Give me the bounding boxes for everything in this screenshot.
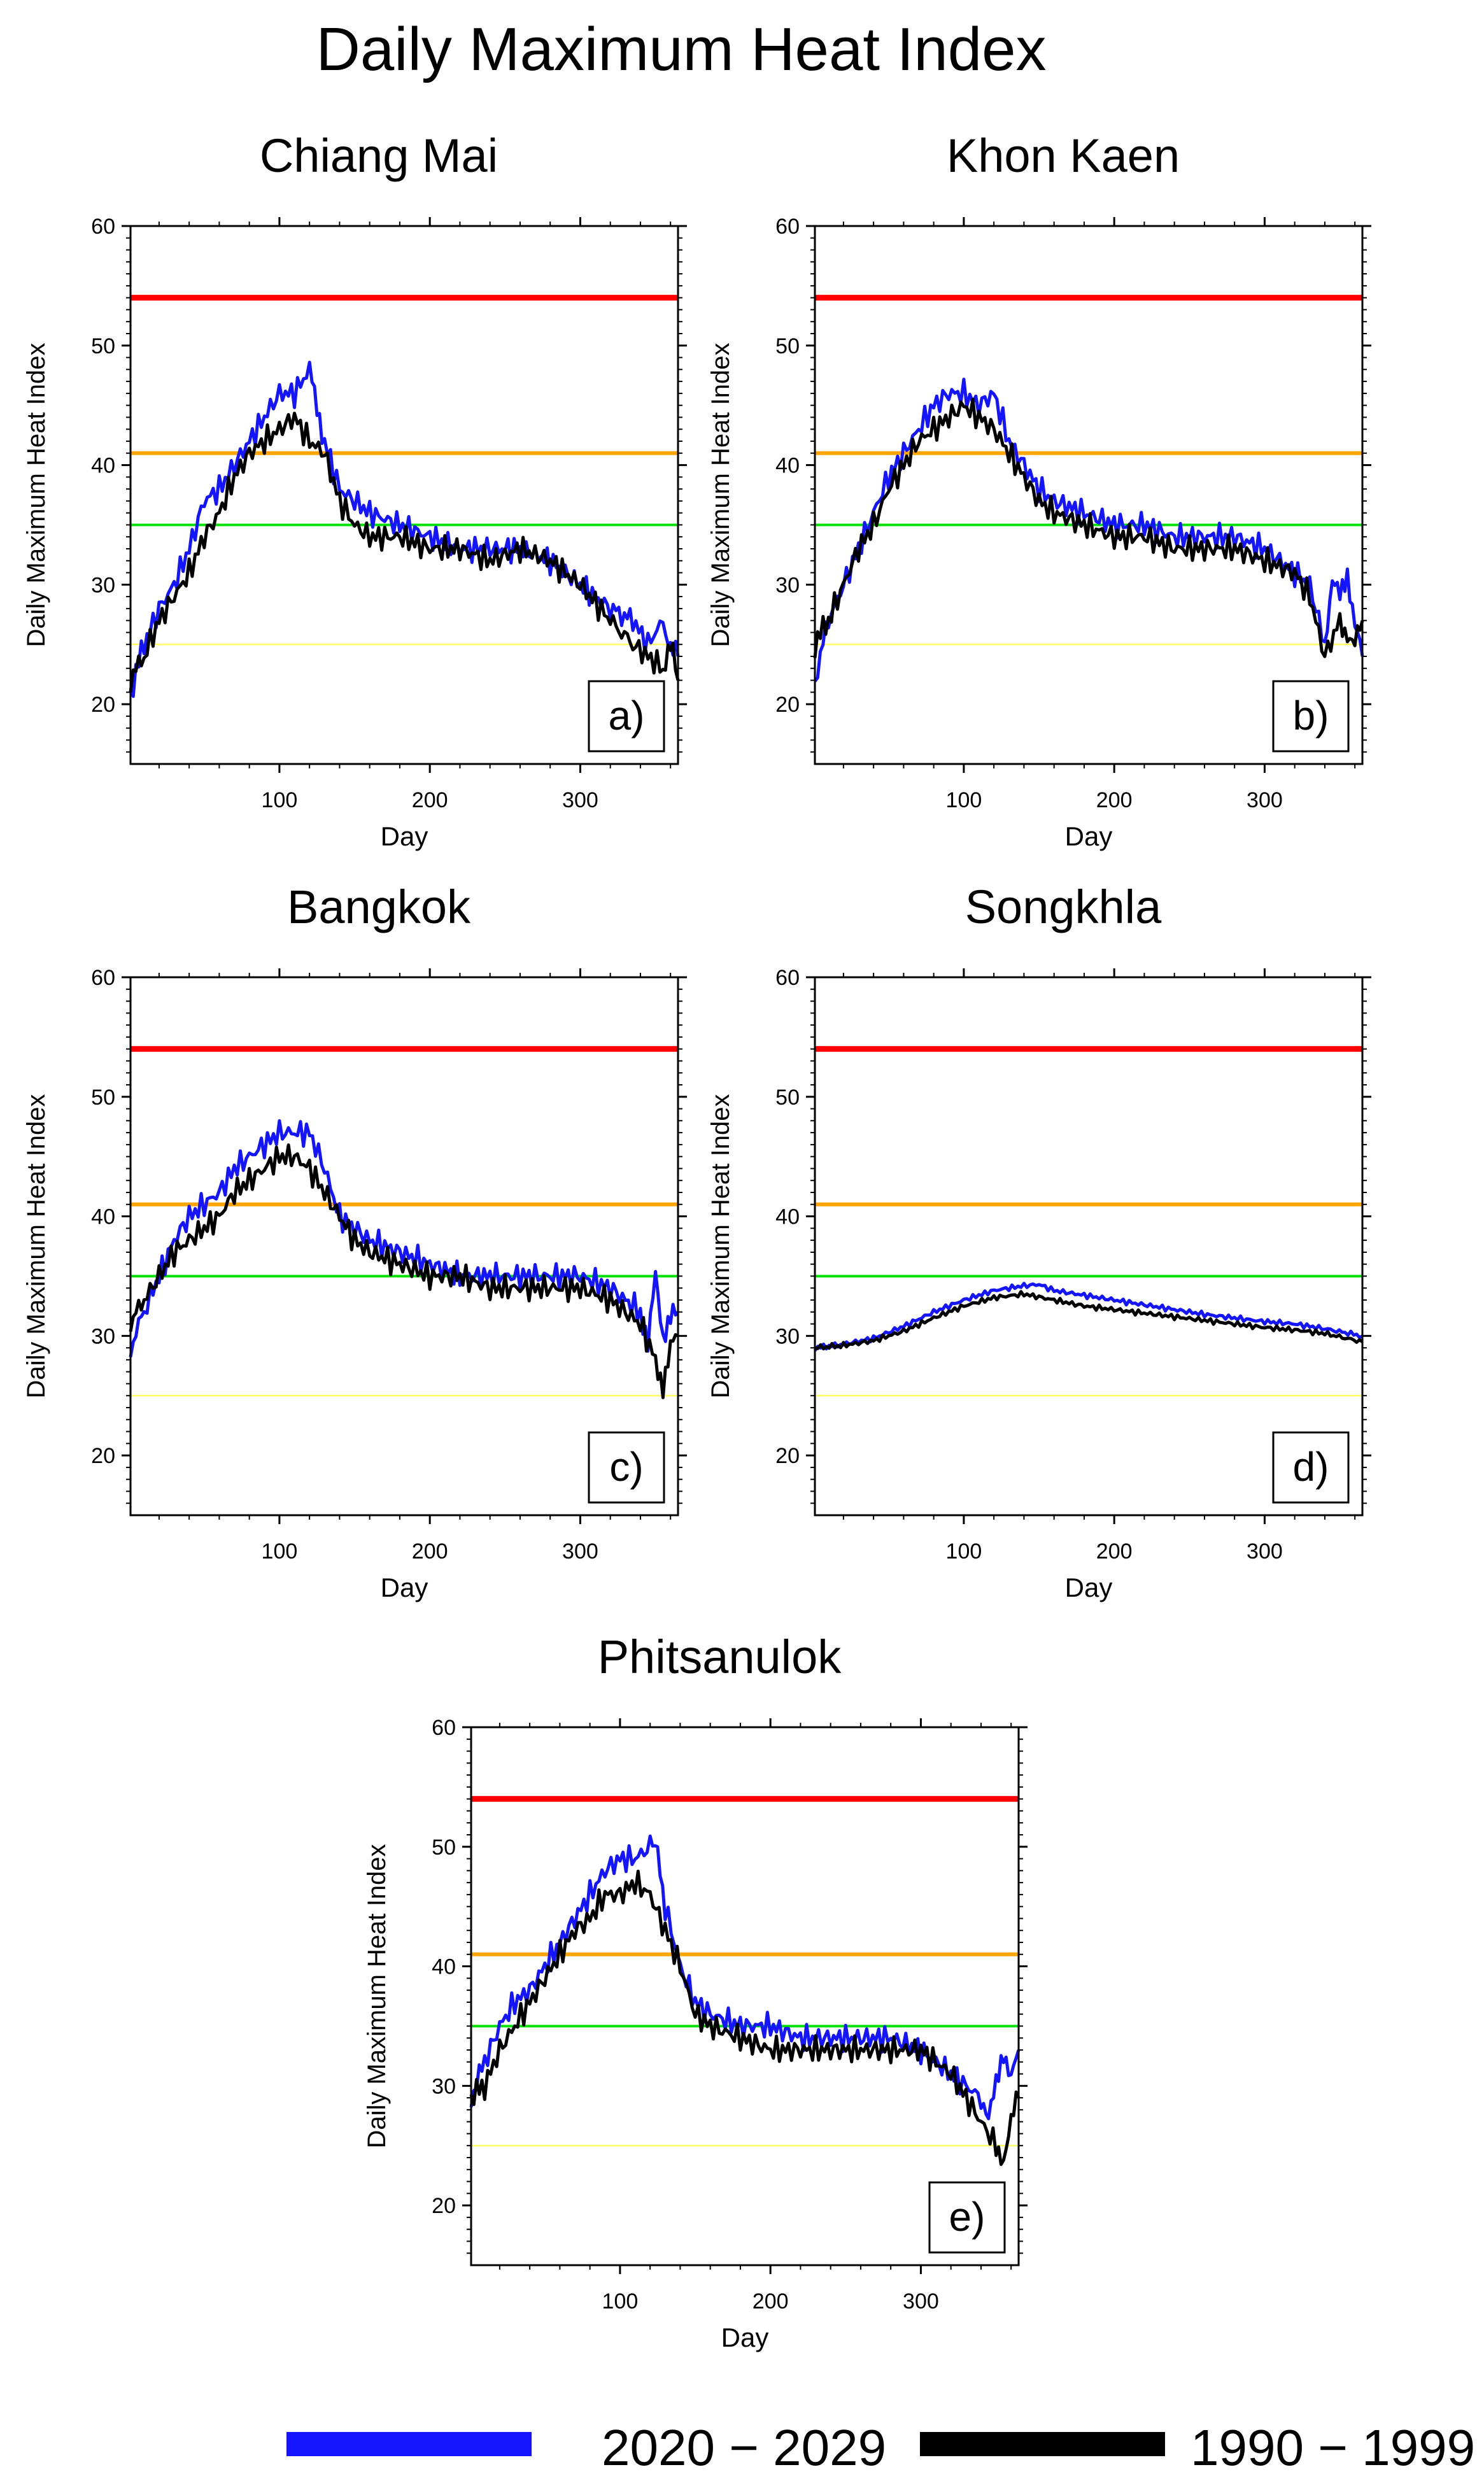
y-tick-label: 20 (775, 693, 800, 717)
y-tick-label: 50 (775, 334, 800, 358)
figure-title: Daily Maximum Heat Index (316, 15, 1047, 83)
panel-label: e) (949, 2194, 986, 2240)
x-tick-label: 100 (946, 1539, 982, 1564)
legend-swatch-2020-2029 (286, 2432, 532, 2456)
legend-label-1990-1999: 1990 − 1999 (1191, 2419, 1476, 2476)
panel-label: c) (609, 1444, 643, 1490)
y-axis-label: Daily Maximum Heat Index (707, 1094, 735, 1399)
y-tick-label: 60 (91, 966, 115, 990)
panel-label-box (588, 680, 665, 753)
y-axis-label: Daily Maximum Heat Index (707, 343, 735, 647)
x-tick-label: 300 (562, 788, 598, 812)
x-tick-label: 200 (753, 2289, 789, 2314)
series-line-1990-1999 (469, 1869, 1021, 2166)
y-tick-label: 50 (91, 1085, 115, 1110)
y-tick-label: 30 (432, 2074, 456, 2098)
chart-panel-bangkok: Bangkok 20 30 40 50 60 100 200 300 Day Daily Maxim… (22, 880, 687, 1602)
x-tick-label: 100 (946, 788, 982, 812)
y-tick-label: 30 (775, 573, 800, 597)
panel-label: d) (1293, 1444, 1329, 1490)
x-tick-label: 200 (1096, 1539, 1133, 1564)
plot-frame (814, 976, 1364, 1516)
y-tick-label: 20 (432, 2194, 456, 2218)
x-tick-label: 300 (1247, 788, 1283, 812)
plot-frame (129, 976, 679, 1516)
y-tick-label: 40 (775, 1205, 800, 1229)
y-tick-label: 20 (91, 1444, 115, 1468)
x-axis-label: Day (1065, 1573, 1113, 1602)
x-tick-label: 100 (262, 788, 298, 812)
plot-frame (814, 225, 1364, 765)
series-line-1990-1999 (814, 1290, 1364, 1351)
x-tick-label: 300 (1247, 1539, 1283, 1564)
x-axis-label: Day (381, 1573, 428, 1602)
y-axis-label: Daily Maximum Heat Index (22, 1094, 50, 1399)
panel-title: Chiang Mai (260, 129, 498, 182)
series-line-1990-1999 (129, 411, 680, 693)
y-tick-label: 40 (432, 1955, 456, 1979)
plot-frame (129, 225, 679, 765)
series-line-1990-1999 (129, 1143, 679, 1399)
panel-label-box (1272, 1431, 1350, 1504)
x-axis-label: Day (381, 821, 428, 851)
legend-label-2020-2029: 2020 − 2029 (602, 2419, 887, 2476)
y-tick-label: 20 (91, 693, 115, 717)
y-tick-label: 50 (432, 1835, 456, 1860)
y-axis-label: Daily Maximum Heat Index (363, 1844, 391, 2149)
y-tick-label: 40 (91, 454, 115, 478)
legend-swatch-1990-1999 (920, 2432, 1165, 2456)
x-tick-label: 300 (562, 1539, 598, 1564)
x-tick-label: 100 (602, 2289, 639, 2314)
panel-label: a) (609, 693, 645, 739)
series-line-2020-2029 (129, 1119, 679, 1358)
panel-label-box (588, 1431, 665, 1504)
y-tick-label: 30 (775, 1324, 800, 1348)
series-line-1990-1999 (813, 397, 1364, 658)
panel-title: Bangkok (287, 880, 471, 933)
x-tick-label: 200 (412, 1539, 448, 1564)
y-tick-label: 60 (775, 215, 800, 239)
y-axis-label: Daily Maximum Heat Index (22, 343, 50, 647)
y-tick-label: 60 (432, 1716, 456, 1740)
y-tick-label: 30 (91, 1324, 115, 1348)
x-tick-label: 300 (903, 2289, 939, 2314)
chart-panel-phitsanulok: Phitsanulok 20 30 40 50 60 100 200 300 Day Daily M… (363, 1630, 1028, 2352)
plot-frame (470, 1726, 1020, 2266)
y-tick-label: 40 (91, 1205, 115, 1229)
panel-label-box (928, 2181, 1006, 2254)
panel-title: Songkhla (965, 880, 1162, 933)
y-tick-label: 20 (775, 1444, 800, 1468)
y-tick-label: 50 (775, 1085, 800, 1110)
y-tick-label: 60 (91, 215, 115, 239)
y-tick-label: 40 (775, 454, 800, 478)
series-line-2020-2029 (469, 1834, 1021, 2121)
panel-title: Khon Kaen (947, 129, 1180, 182)
x-axis-label: Day (1065, 821, 1113, 851)
chart-panel-chiang-mai: Chiang Mai 20 30 40 50 60 100 200 300 Day Daily Ma… (22, 129, 687, 851)
x-tick-label: 200 (1096, 788, 1133, 812)
y-tick-label: 60 (775, 966, 800, 990)
x-tick-label: 100 (262, 1539, 298, 1564)
panel-label-box (1272, 680, 1350, 753)
y-tick-label: 30 (91, 573, 115, 597)
chart-panel-songkhla: Songkhla 20 30 40 50 60 100 200 300 Day Daily Maxi… (707, 880, 1371, 1602)
y-tick-label: 50 (91, 334, 115, 358)
legend: 2020 − 2029 1990 − 1999 (0, 2413, 1484, 2477)
series-line-2020-2029 (813, 1282, 1364, 1352)
panel-title: Phitsanulok (598, 1630, 842, 1683)
chart-panel-khon-kaen: Khon Kaen 20 30 40 50 60 100 200 300 Day Daily Max… (707, 129, 1371, 851)
x-tick-label: 200 (412, 788, 448, 812)
panel-label: b) (1293, 693, 1329, 739)
x-axis-label: Day (721, 2322, 769, 2352)
